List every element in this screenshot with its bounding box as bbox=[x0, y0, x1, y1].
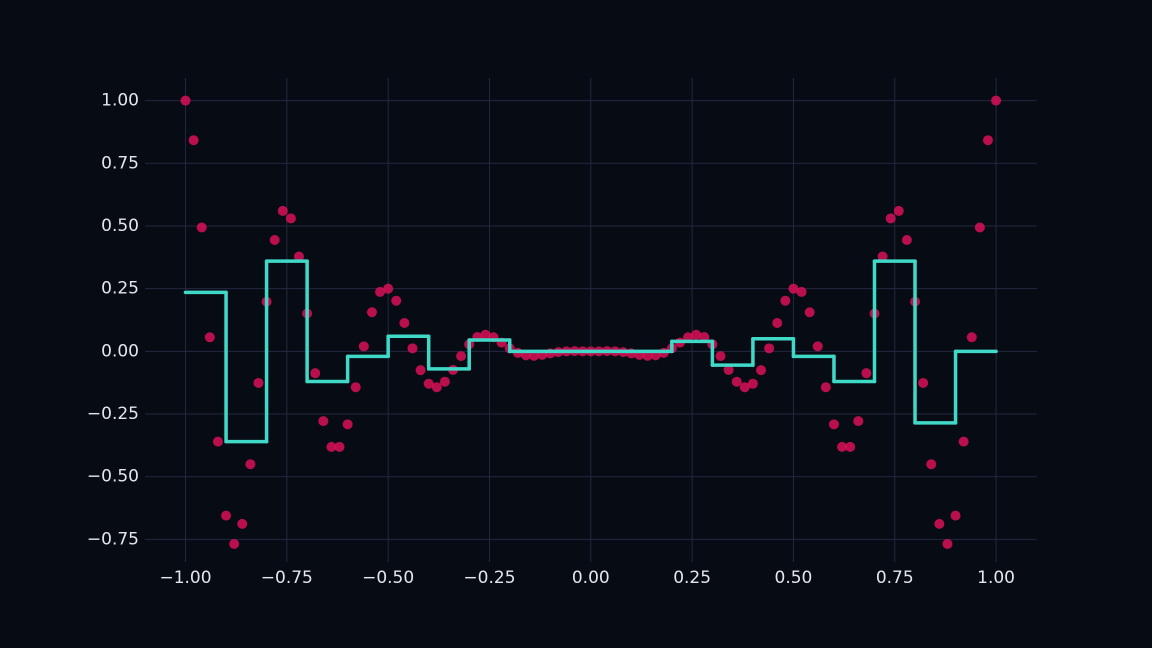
scatter-point bbox=[277, 205, 288, 216]
y-tick-label: 1.00 bbox=[101, 91, 139, 111]
scatter-point bbox=[439, 376, 450, 387]
scatter-point bbox=[229, 538, 240, 549]
scatter-point bbox=[310, 368, 321, 379]
scatter-point bbox=[828, 419, 839, 430]
scatter-point bbox=[350, 382, 361, 393]
scatter-point bbox=[788, 283, 799, 294]
scatter-point bbox=[415, 365, 426, 376]
scatter-point bbox=[269, 235, 280, 246]
scatter-point bbox=[642, 350, 653, 361]
scatter-point bbox=[691, 329, 702, 340]
scatter-point bbox=[877, 251, 888, 262]
x-tick-label: 0.25 bbox=[673, 568, 711, 588]
scatter-point bbox=[407, 343, 418, 354]
scatter-point bbox=[383, 283, 394, 294]
scatter-point bbox=[699, 332, 710, 343]
scatter-point bbox=[934, 518, 945, 529]
scatter-point bbox=[358, 341, 369, 352]
x-tick-label: 0.50 bbox=[775, 568, 813, 588]
x-tick-label: −0.75 bbox=[261, 568, 313, 588]
scatter-point bbox=[982, 135, 993, 146]
scatter-point bbox=[391, 295, 402, 306]
scatter-point bbox=[456, 351, 467, 362]
scatter-point bbox=[926, 459, 937, 470]
scatter-point bbox=[253, 377, 264, 388]
scatter-point bbox=[853, 416, 864, 427]
scatter-point bbox=[966, 332, 977, 343]
scatter-point bbox=[334, 441, 345, 452]
x-tick-label: 0.00 bbox=[572, 568, 610, 588]
scatter-point bbox=[245, 459, 256, 470]
scatter-point bbox=[375, 286, 386, 297]
scatter-point bbox=[764, 343, 775, 354]
scatter-point bbox=[950, 510, 961, 521]
scatter-point bbox=[285, 213, 296, 224]
scatter-point bbox=[861, 368, 872, 379]
x-tick-label: −1.00 bbox=[159, 568, 211, 588]
scatter-point bbox=[974, 222, 985, 233]
scatter-point bbox=[180, 95, 191, 106]
scatter-point bbox=[804, 307, 815, 318]
scatter-point bbox=[796, 286, 807, 297]
scatter-point bbox=[431, 382, 442, 393]
scatter-point bbox=[529, 350, 540, 361]
x-tick-label: 1.00 bbox=[977, 568, 1015, 588]
scatter-point bbox=[399, 318, 410, 329]
scatter-point bbox=[326, 441, 337, 452]
scatter-point bbox=[731, 376, 742, 387]
scatter-point bbox=[294, 251, 305, 262]
scatter-point bbox=[837, 441, 848, 452]
scatter-point bbox=[723, 364, 734, 375]
scatter-point bbox=[221, 510, 232, 521]
y-tick-label: 0.50 bbox=[101, 216, 139, 236]
scatter-point bbox=[780, 295, 791, 306]
y-tick-label: −0.75 bbox=[87, 529, 139, 549]
scatter-point bbox=[845, 441, 856, 452]
x-tick-label: −0.25 bbox=[463, 568, 515, 588]
scatter-point bbox=[715, 351, 726, 362]
y-tick-label: −0.25 bbox=[87, 404, 139, 424]
scatter-point bbox=[739, 382, 750, 393]
y-tick-label: 0.00 bbox=[101, 341, 139, 361]
scatter-point bbox=[366, 307, 377, 318]
x-tick-label: −0.50 bbox=[362, 568, 414, 588]
scatter-point bbox=[812, 341, 823, 352]
scatter-point bbox=[756, 365, 767, 376]
scatter-point bbox=[918, 377, 929, 388]
y-tick-label: −0.50 bbox=[87, 467, 139, 487]
scatter-point bbox=[204, 332, 215, 343]
scatter-point bbox=[958, 436, 969, 447]
scatter-point bbox=[342, 419, 353, 430]
scatter-point bbox=[942, 538, 953, 549]
scatter-point bbox=[318, 416, 329, 427]
scatter-point bbox=[480, 329, 491, 340]
scatter-point bbox=[196, 222, 207, 233]
y-tick-label: 0.75 bbox=[101, 153, 139, 173]
y-tick-label: 0.25 bbox=[101, 279, 139, 299]
scatter-point bbox=[893, 205, 904, 216]
scatter-point bbox=[820, 382, 831, 393]
x-tick-label: 0.75 bbox=[876, 568, 914, 588]
scatter-point bbox=[423, 378, 434, 389]
scatter-point bbox=[188, 135, 199, 146]
scatter-point bbox=[237, 518, 248, 529]
scatter-point bbox=[991, 95, 1002, 106]
scatter-point bbox=[885, 213, 896, 224]
scatter-point bbox=[901, 235, 912, 246]
scatter-point bbox=[212, 436, 223, 447]
scatter-point bbox=[772, 318, 783, 329]
scatter-point bbox=[747, 378, 758, 389]
